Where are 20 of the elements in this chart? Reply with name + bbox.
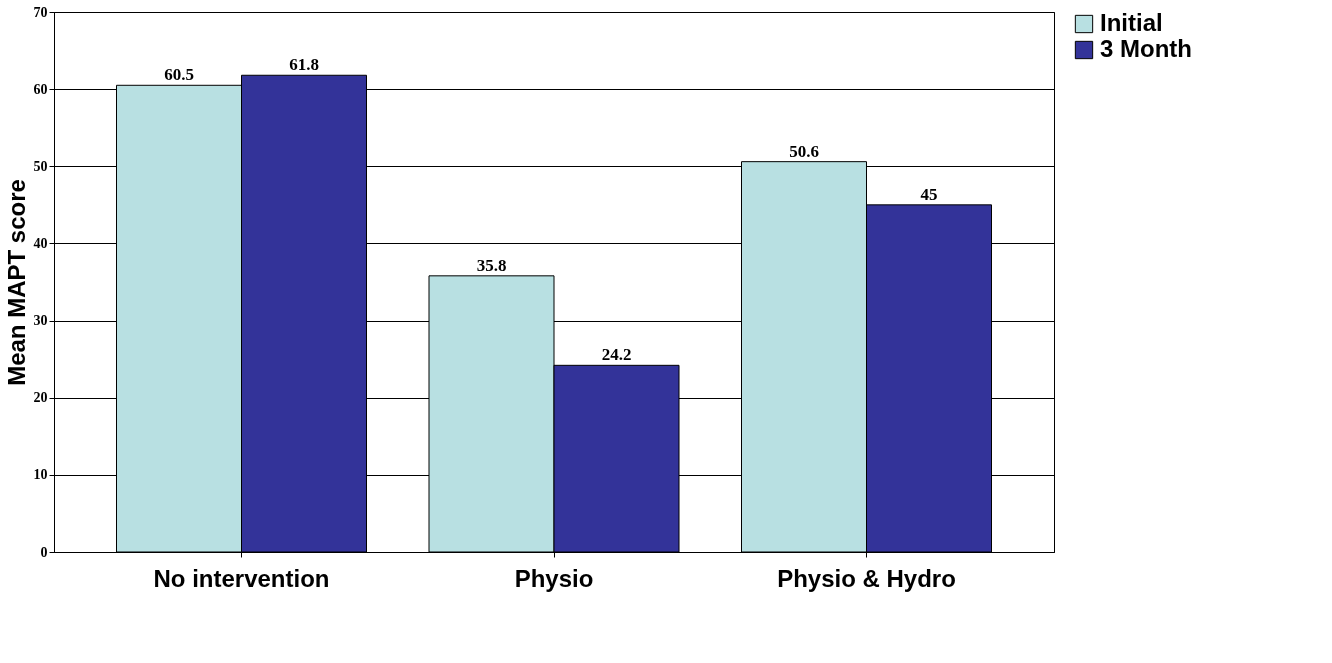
- data-label: 24.2: [601, 345, 632, 365]
- data-label: 60.5: [164, 65, 194, 85]
- y-axis-title: Mean MAPT score: [2, 179, 30, 386]
- y-tick-label: 50: [33, 158, 48, 174]
- x-tick-label: Physio & Hydro: [777, 564, 956, 592]
- y-tick-label: 20: [33, 390, 48, 406]
- legend-label: Initial: [1100, 9, 1163, 36]
- data-label: 50.6: [789, 141, 819, 161]
- x-tick-label: No intervention: [153, 564, 330, 592]
- y-tick-label: 30: [33, 313, 48, 329]
- y-tick-label: 0: [40, 544, 48, 560]
- y-tick-label: 40: [33, 235, 48, 251]
- y-tick-label: 60: [33, 81, 48, 97]
- data-label: 61.8: [289, 55, 319, 75]
- y-tick-label: 10: [33, 467, 48, 483]
- data-label: 45: [920, 184, 938, 204]
- x-tick-label: Physio: [514, 564, 594, 592]
- data-label: 35.8: [476, 255, 507, 275]
- legend-label: 3 Month: [1100, 35, 1192, 62]
- y-tick-label: 70: [33, 4, 48, 20]
